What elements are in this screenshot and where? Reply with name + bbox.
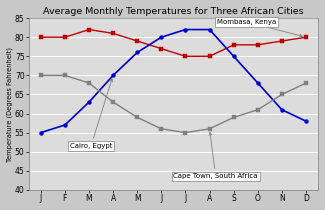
Text: Mombasa, Kenya: Mombasa, Kenya [217, 19, 302, 37]
Title: Average Monthly Temperatures for Three African Cities: Average Monthly Temperatures for Three A… [43, 7, 304, 16]
Text: Cape Town, South Africa: Cape Town, South Africa [174, 133, 258, 179]
Text: Cairo, Egypt: Cairo, Egypt [70, 79, 112, 149]
Y-axis label: Temperature (Degrees Fahrenheit): Temperature (Degrees Fahrenheit) [7, 46, 13, 161]
